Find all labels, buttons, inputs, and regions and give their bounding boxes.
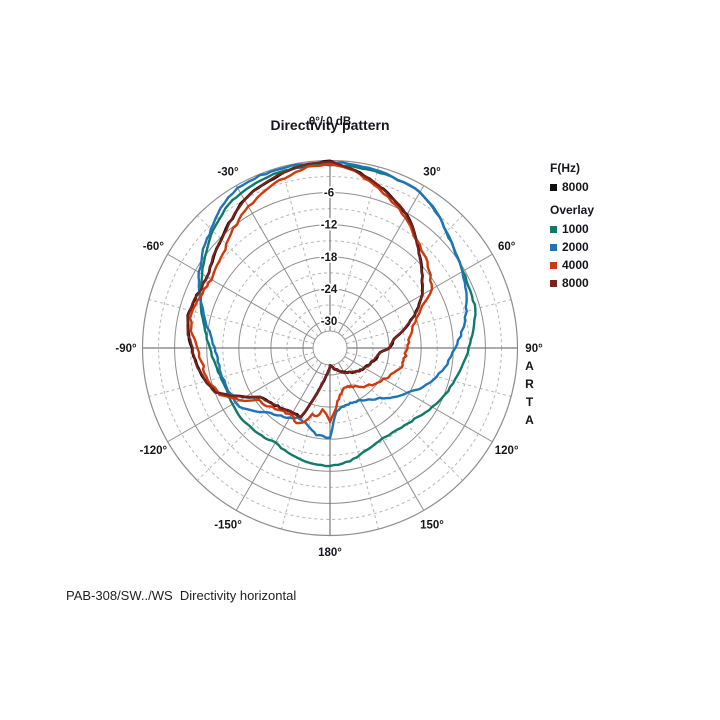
polar-labels: -6 -12 -18 -24 -30 0°/ 0 dB -30° -60° -90° -120° -… — [115, 116, 543, 559]
legend-item-1000: 1000 — [550, 221, 594, 237]
grid-center-hole — [312, 330, 348, 366]
angle-label: 30° — [423, 166, 441, 178]
legend-swatch-4000 — [550, 261, 557, 269]
grid-spoke-minor — [280, 364, 327, 530]
radial-tick-label: -6 — [324, 188, 334, 200]
legend-item-1000-label: 1000 — [562, 222, 589, 236]
grid-spoke-minor — [148, 351, 314, 398]
legend-swatch-2000 — [550, 243, 557, 251]
caption: PAB-308/SW../WS Directivity horizontal — [66, 588, 297, 603]
angle-label: 150° — [420, 520, 444, 532]
grid-spoke-minor — [197, 215, 319, 337]
angle-label: 90° — [525, 343, 543, 355]
arta-letter: A — [525, 359, 534, 373]
legend-item-main-label: 8000 — [562, 180, 589, 194]
grid-spoke-major — [167, 253, 316, 340]
legend-item-2000: 2000 — [550, 239, 594, 255]
grid-spoke-minor — [346, 298, 512, 345]
legend-item-8000: 8000 — [550, 275, 594, 291]
legend-overlay-header: Overlay — [550, 203, 595, 217]
grid-spoke-minor — [333, 364, 380, 530]
legend-item-4000-label: 4000 — [562, 258, 589, 272]
grid-spoke-minor — [280, 166, 327, 332]
legend-swatch-8000 — [550, 279, 557, 287]
grid-spoke-major — [344, 356, 493, 443]
arta-letter: R — [525, 377, 534, 391]
angle-label: -60° — [143, 241, 165, 253]
legend-item-4000: 4000 — [550, 257, 594, 273]
angle-label: -30° — [217, 166, 239, 178]
grid-spoke-minor — [346, 351, 512, 398]
grid-spoke-major — [344, 253, 493, 340]
angle-label: 180° — [318, 547, 342, 559]
series-1000 — [198, 163, 477, 468]
arta-watermark: A R T A — [522, 357, 537, 429]
angle-label: -150° — [214, 520, 242, 532]
grid-spoke-major — [235, 185, 322, 334]
radial-tick-label: -30 — [321, 316, 338, 328]
arta-letter: T — [525, 395, 534, 409]
legend-swatch-black — [550, 183, 557, 191]
legend-swatch-1000 — [550, 225, 557, 233]
legend: F(Hz) 8000 Overlay 1000 2000 4000 8000 — [550, 160, 594, 293]
legend-item-main: 8000 — [550, 179, 594, 195]
grid-spoke-major — [338, 185, 425, 334]
grid-spoke-major — [167, 356, 316, 443]
grid-spoke-minor — [197, 359, 319, 481]
radial-tick-label: -12 — [321, 220, 338, 232]
grid-spoke-minor — [341, 215, 463, 337]
series-8000 — [186, 160, 425, 419]
legend-item-8000-label: 8000 — [562, 276, 589, 290]
grid-spoke-minor — [333, 166, 380, 332]
top-angle-label: 0°/ 0 dB — [309, 116, 351, 128]
grid-spoke-major — [235, 362, 322, 511]
chart-title: Directivity pattern — [270, 117, 390, 133]
angle-label: 60° — [498, 241, 516, 253]
angle-label: -120° — [140, 445, 168, 457]
radial-tick-label: -24 — [321, 284, 338, 296]
polar-grid — [141, 159, 519, 537]
legend-item-2000-label: 2000 — [562, 240, 589, 254]
angle-label: 120° — [495, 445, 519, 457]
radial-tick-label: -18 — [321, 252, 338, 264]
angle-label: -90° — [115, 343, 137, 355]
legend-freq-header: F(Hz) — [550, 161, 580, 175]
grid-spoke-minor — [341, 359, 463, 481]
arta-letter: A — [525, 413, 534, 427]
series-curves — [186, 159, 477, 468]
series-4000 — [188, 162, 434, 425]
grid-spoke-minor — [148, 298, 314, 345]
